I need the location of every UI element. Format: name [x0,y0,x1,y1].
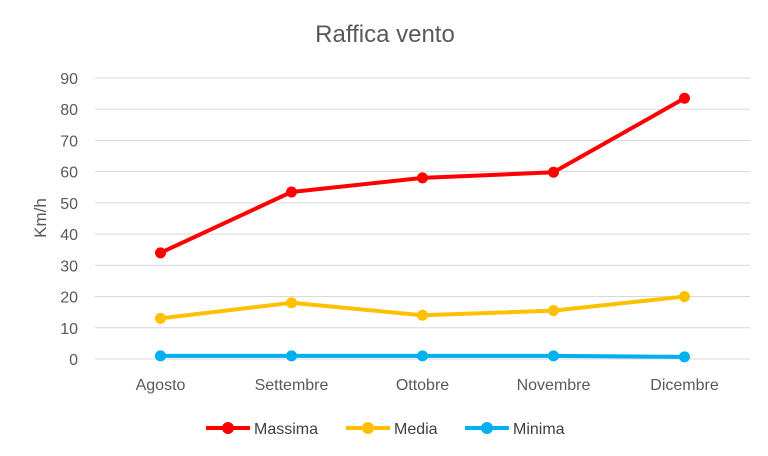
legend-swatch-marker [222,422,234,434]
legend-item-minima: Minima [465,421,565,438]
data-point [679,92,690,104]
series-media [155,291,690,324]
data-point [679,291,690,303]
data-point [155,350,166,362]
data-point [286,350,297,362]
x-tick-label: Agosto [136,377,186,394]
y-axis-label: Km/h [31,198,50,238]
gridlines [95,77,750,360]
y-tick-label: 70 [60,133,78,150]
legend-item-massima: Massima [206,421,318,438]
legend-label: Media [394,421,438,438]
data-point [548,305,559,317]
data-point [155,312,166,324]
y-tick-label: 10 [60,321,78,338]
y-tick-label: 30 [60,258,78,275]
x-tick-label: Novembre [517,377,591,394]
y-tick-label: 60 [60,165,78,182]
y-tick-label: 0 [69,352,78,369]
legend-label: Minima [513,421,565,438]
y-tick-label: 40 [60,227,78,244]
data-point [286,186,297,198]
data-point [548,166,559,178]
legend-label: Massima [254,421,318,438]
data-point [679,351,690,363]
y-tick-label: 20 [60,290,78,307]
legend-item-media: Media [346,421,438,438]
y-tick-label: 80 [60,102,78,119]
data-point [417,172,428,184]
y-tick-label: 90 [60,71,78,88]
chart-title: Raffica vento [315,21,455,48]
data-point [548,350,559,362]
y-tick-label: 50 [60,196,78,213]
data-point [155,247,166,259]
x-tick-label: Settembre [255,377,329,394]
series-massima [155,92,690,259]
legend-swatch-marker [481,422,493,434]
y-axis-ticks: 0 10 20 30 40 50 60 70 80 90 [60,71,78,369]
series-minima [155,350,690,363]
x-axis-ticks: Agosto Settembre Ottobre Novembre Dicembre [136,377,719,394]
series-lines [155,92,690,363]
data-point [286,297,297,309]
data-point [417,309,428,321]
x-tick-label: Dicembre [650,377,719,394]
x-tick-label: Ottobre [396,377,449,394]
data-point [417,350,428,362]
legend: Massima Media Minima [206,421,565,438]
legend-swatch-marker [362,422,374,434]
